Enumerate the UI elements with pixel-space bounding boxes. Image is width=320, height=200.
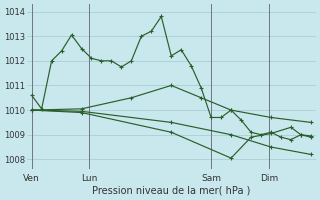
X-axis label: Pression niveau de la mer( hPa ): Pression niveau de la mer( hPa ) (92, 186, 251, 196)
